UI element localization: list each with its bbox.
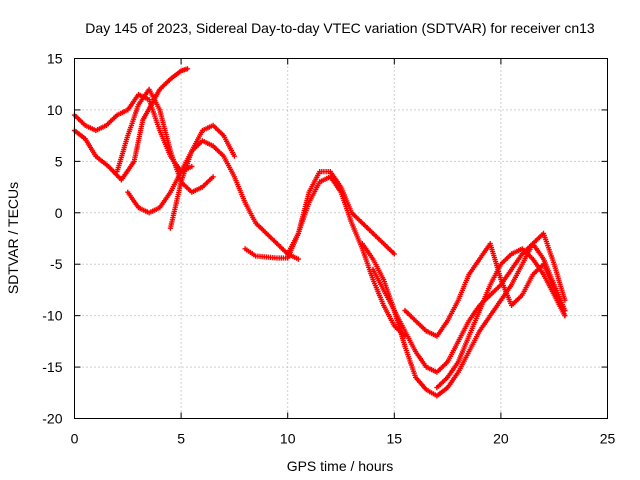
y-tick-label: 5: [55, 153, 63, 169]
y-tick-label: -5: [50, 256, 63, 272]
series-markers: [125, 122, 237, 216]
x-tick-label: 0: [71, 431, 79, 447]
y-tick-label: 10: [47, 102, 63, 118]
y-tick-label: -20: [42, 411, 62, 427]
series-markers: [285, 174, 408, 339]
y-axis-label: SDTVAR / TECUs: [5, 182, 21, 294]
x-tick-label: 20: [493, 431, 509, 447]
axis-ticks: 0 5 10 15 20 25 15 10 5 0 -5 -10 -15 -20: [42, 51, 615, 447]
series-track-9: [370, 241, 568, 375]
series-track-4: [125, 122, 237, 216]
plot-frame: [74, 58, 608, 419]
series-track-11: [434, 246, 568, 391]
y-tick-label: 0: [55, 205, 63, 221]
grid: [74, 58, 608, 419]
series-markers: [370, 241, 568, 375]
series-markers: [434, 246, 568, 391]
series-markers: [167, 138, 301, 262]
x-tick-label: 10: [280, 431, 296, 447]
data-series: [71, 66, 568, 399]
x-tick-label: 5: [177, 431, 185, 447]
series-track-7: [285, 174, 408, 339]
x-axis-label: GPS time / hours: [287, 458, 394, 474]
y-tick-label: -15: [42, 359, 62, 375]
x-tick-label: 25: [600, 431, 616, 447]
series-track-5: [167, 138, 301, 262]
y-tick-label: 15: [47, 51, 63, 67]
x-tick-label: 15: [387, 431, 403, 447]
chart-title: Day 145 of 2023, Sidereal Day-to-day VTE…: [85, 20, 595, 36]
y-tick-label: -10: [42, 308, 62, 324]
